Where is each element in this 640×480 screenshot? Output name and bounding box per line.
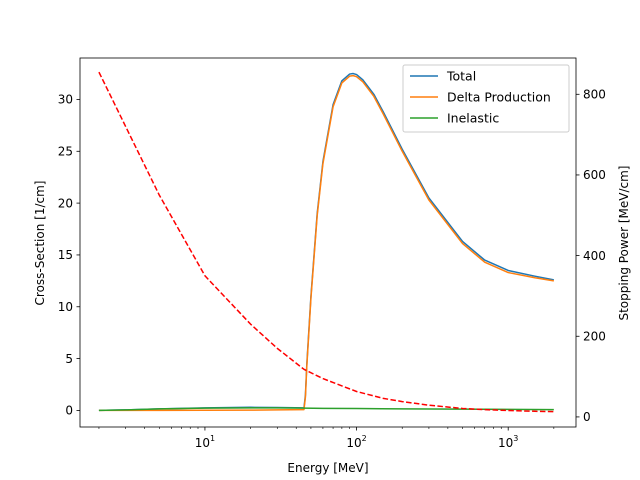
y2-tick-label-0: 0 bbox=[583, 410, 591, 424]
x-tick-exponent-2: 3 bbox=[513, 434, 518, 443]
y2-tick-label-3: 600 bbox=[583, 168, 606, 182]
legend-label-0: Total bbox=[446, 68, 476, 83]
series-line-1 bbox=[98, 74, 554, 412]
y-tick-label-5: 25 bbox=[58, 144, 73, 158]
y-tick-label-1: 5 bbox=[65, 352, 73, 366]
legend-label-2: Inelastic bbox=[447, 110, 499, 125]
y-tick-label-4: 20 bbox=[58, 196, 73, 210]
x-tick-label-0: 101 bbox=[195, 434, 215, 450]
y2-tick-label-4: 800 bbox=[583, 87, 606, 101]
y-tick-label-2: 10 bbox=[58, 300, 73, 314]
y-tick-label-3: 15 bbox=[58, 248, 73, 262]
y2-axis-label: Stopping Power [MeV/cm] bbox=[617, 165, 631, 320]
x-tick-label-2: 103 bbox=[498, 434, 518, 450]
axes: 101 102 103 0 5 10 15 20 25 30 0 200 400 600 800 bbox=[58, 57, 606, 450]
plot-area bbox=[98, 71, 554, 413]
y-tick-label-6: 30 bbox=[58, 93, 73, 107]
plot-frame bbox=[79, 57, 577, 428]
legend-label-1: Delta Production bbox=[447, 89, 551, 104]
y2-tick-label-1: 200 bbox=[583, 329, 606, 343]
y-axis-label: Cross-Section [1/cm] bbox=[33, 181, 47, 306]
y-tick-label-0: 0 bbox=[65, 404, 73, 418]
series-line-3 bbox=[98, 71, 554, 413]
legend: Total Delta Production Inelastic bbox=[402, 64, 570, 133]
legend-box bbox=[402, 64, 570, 133]
x-tick-exponent-1: 2 bbox=[362, 434, 367, 443]
x-tick-label-1: 102 bbox=[346, 434, 366, 450]
x-axis-label: Energy [MeV] bbox=[287, 461, 368, 475]
x-tick-exponent-0: 1 bbox=[210, 434, 215, 443]
y2-tick-label-2: 400 bbox=[583, 249, 606, 263]
